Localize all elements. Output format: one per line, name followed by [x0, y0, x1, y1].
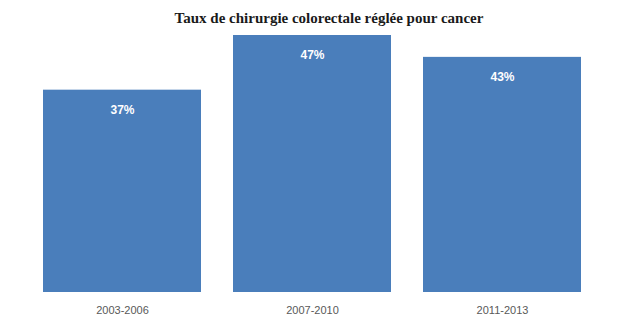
html-text:Taux de chirurgie colorectale: Taux de chirurgie colorectale réglée pou…	[174, 10, 484, 26]
svg-text:2007-2010: 2007-2010	[286, 304, 339, 316]
svg-text:2003-2006: 2003-2006	[96, 304, 149, 316]
svg-text:2011-2013: 2011-2013	[477, 304, 529, 316]
svg-text:37%: 37%	[110, 103, 134, 117]
svg-text:43%: 43%	[490, 70, 514, 84]
svg-text:47%: 47%	[300, 48, 324, 62]
